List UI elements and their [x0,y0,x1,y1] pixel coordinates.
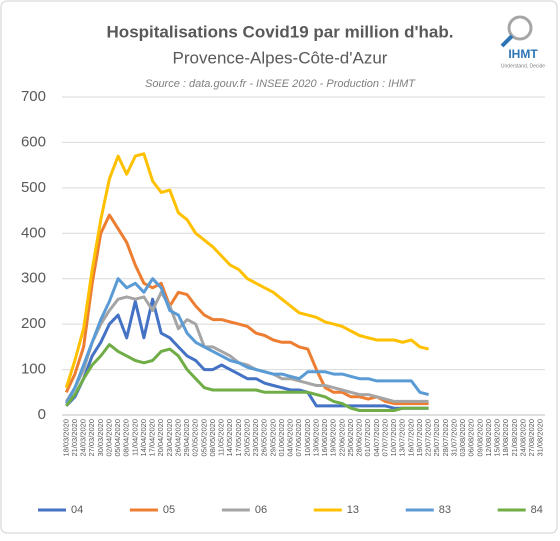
x-tick-label: 02/05/2020 [191,419,200,457]
series-line [65,297,429,410]
x-tick-label: 10/07/2020 [389,419,398,457]
legend-label: 13 [347,504,359,516]
legend-label: 05 [163,504,175,516]
y-tick-label: 600 [21,133,46,150]
x-tick-label: 21/03/2020 [70,419,79,457]
x-tick-label: 04/06/2020 [286,419,295,457]
x-tick-label: 04/07/2020 [372,419,381,457]
series-line [64,277,429,405]
logo: IHMT Understand, Decide [500,15,545,69]
x-tick-label: 28/06/2020 [355,419,364,457]
x-tick-label: 05/04/2020 [113,419,122,457]
x-tick-label: 17/04/2020 [148,419,157,457]
x-tick-label: 26/04/2020 [173,419,182,457]
x-tick-label: 19/06/2020 [329,419,338,457]
x-tick-label: 29/04/2020 [182,419,191,457]
x-tick-label: 12/08/2020 [484,419,493,457]
x-tick-label: 18/08/2020 [501,419,510,457]
x-tick-label: 14/04/2020 [139,419,148,457]
legend-label: 84 [531,504,543,516]
x-tick-label: 22/06/2020 [337,419,346,457]
logo-icon [507,15,533,41]
y-tick-label: 300 [21,270,46,287]
x-tick-label: 23/05/2020 [251,419,260,457]
x-tick-label: 22/07/2020 [424,419,433,457]
x-tick-label: 07/06/2020 [294,419,303,457]
x-tick-label: 29/05/2020 [268,419,277,457]
logo-name: IHMT [508,47,538,61]
x-tick-label: 13/07/2020 [398,419,407,457]
chart-subtitle: Provence-Alpes-Côte-d'Azur [173,48,388,67]
x-tick-label: 20/04/2020 [156,419,165,457]
x-tick-label: 31/08/2020 [536,419,545,457]
y-tick-label: 500 [21,179,46,196]
x-tick-label: 24/08/2020 [518,419,527,457]
x-tick-label: 28/07/2020 [441,419,450,457]
x-tick-label: 06/08/2020 [467,419,476,457]
x-tick-label: 13/06/2020 [311,419,320,457]
y-tick-label: 100 [21,361,46,378]
x-tick-label: 07/07/2020 [380,419,389,457]
x-tick-label: 02/04/2020 [104,419,113,457]
series-line [65,290,429,403]
x-tick-label: 23/04/2020 [165,419,174,457]
x-tick-label: 16/06/2020 [320,419,329,457]
x-tick-label: 08/04/2020 [122,419,131,457]
x-tick-label: 16/07/2020 [406,419,415,457]
y-tick-label: 0 [38,406,46,423]
x-tick-label: 10/06/2020 [303,419,312,457]
x-tick-label: 25/06/2020 [346,419,355,457]
x-tick-label: 19/07/2020 [415,419,424,457]
y-tick-label: 700 [21,88,46,105]
chart-source: Source : data.gouv.fr - INSEE 2020 - Pro… [145,78,416,90]
logo-tagline: Understand, Decide [501,63,545,69]
logo-icon [500,34,514,48]
y-tick-label: 400 [21,224,46,241]
x-tick-label: 14/05/2020 [225,419,234,457]
x-tick-label: 08/05/2020 [208,419,217,457]
series-line [64,152,429,389]
series-line [65,343,429,412]
x-tick-label: 11/05/2020 [217,419,226,456]
x-tick-label: 03/08/2020 [458,419,467,457]
x-tick-label: 25/07/2020 [432,419,441,457]
x-tick-label: 09/08/2020 [475,419,484,457]
x-tick-label: 26/05/2020 [260,419,269,457]
legend-label: 04 [71,504,83,516]
x-tick-label: 15/08/2020 [493,419,502,457]
chart-title: Hospitalisations Covid19 par million d'h… [107,22,454,41]
x-tick-label: 27/08/2020 [527,419,536,457]
series-line [64,213,429,406]
x-tick-label: 31/07/2020 [449,419,458,457]
x-tick-label: 24/03/2020 [79,419,88,457]
y-tick-label: 200 [21,315,46,332]
x-tick-label: 05/05/2020 [199,419,208,457]
x-tick-label: 21/08/2020 [510,419,519,457]
legend-label: 06 [255,504,267,516]
x-tick-label: 11/04/2020 [130,419,139,456]
x-tick-label: 01/06/2020 [277,419,286,457]
legend-label: 83 [439,504,451,516]
x-tick-label: 20/05/2020 [242,419,251,457]
x-tick-label: 01/07/2020 [363,419,372,457]
x-tick-label: 30/03/2020 [96,419,105,457]
x-tick-label: 27/03/2020 [87,419,96,457]
x-tick-label: 17/05/2020 [234,419,243,457]
x-tick-label: 18/03/2020 [61,419,70,457]
